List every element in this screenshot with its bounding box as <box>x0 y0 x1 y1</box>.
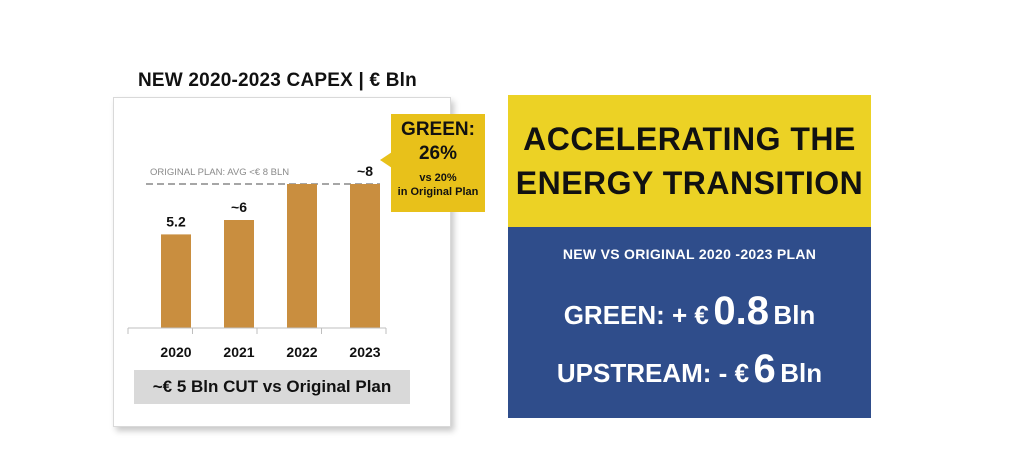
data-label-2021: ~6 <box>231 199 247 215</box>
upstream-change-unit: Bln <box>780 358 823 388</box>
data-label-2020: 5.2 <box>166 213 186 229</box>
plan-comparison-panel: NEW VS ORIGINAL 2020 -2023 PLAN GREEN: +… <box>508 227 871 418</box>
headline-line-1: ACCELERATING THE <box>523 121 856 157</box>
x-tick-2022: 2022 <box>286 344 317 360</box>
green-change-line: GREEN: + € 0.8 Bln <box>508 289 871 334</box>
green-change-amount: 0.8 <box>713 289 769 333</box>
headline-line-2: ENERGY TRANSITION <box>515 165 864 201</box>
upstream-change-amount: 6 <box>753 347 776 391</box>
x-tick-2020: 2020 <box>160 344 191 360</box>
data-label-2023: ~8 <box>357 163 373 179</box>
x-tick-2021: 2021 <box>223 344 254 360</box>
plan-subtitle: NEW VS ORIGINAL 2020 -2023 PLAN <box>562 246 817 262</box>
upstream-change-label: UPSTREAM: - € <box>556 358 750 388</box>
headline-banner: ACCELERATING THE ENERGY TRANSITION <box>508 95 871 227</box>
bar-2022 <box>287 184 317 328</box>
green-share-callout: GREEN: 26% vs 20% in Original Plan <box>391 114 485 212</box>
bar-2020 <box>161 234 191 328</box>
chart-title: NEW 2020-2023 CAPEX | € Bln <box>138 70 417 91</box>
green-change-label: GREEN: + € <box>563 300 709 330</box>
bar-2023 <box>350 184 380 328</box>
green-callout-note-2: in Original Plan <box>397 186 479 198</box>
bar-2021 <box>224 220 254 328</box>
capex-bar-chart: ORIGINAL PLAN: AVG <€ 8 BLN 5.2 2020 ~6 2021… <box>127 163 387 360</box>
upstream-change-line: UPSTREAM: - € 6 Bln <box>508 347 871 392</box>
callout-pointer <box>380 152 392 168</box>
cut-note: ~€ 5 Bln CUT vs Original Plan <box>134 370 410 404</box>
original-plan-label: ORIGINAL PLAN: AVG <€ 8 BLN <box>150 167 289 178</box>
green-callout-note-1: vs 20% <box>419 172 457 184</box>
x-tick-2023: 2023 <box>349 344 380 360</box>
green-change-unit: Bln <box>773 300 816 330</box>
green-callout-value: 26% <box>418 143 458 164</box>
green-callout-label: GREEN: <box>401 119 475 140</box>
